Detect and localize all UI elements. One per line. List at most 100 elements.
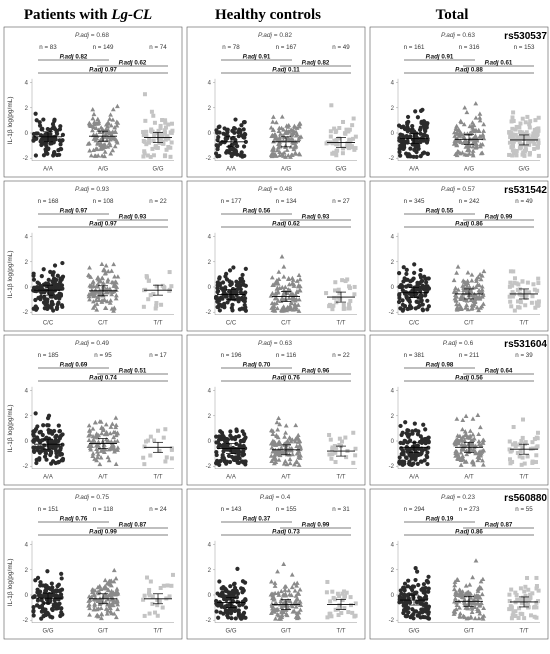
y-tick-label: 2 bbox=[391, 106, 395, 112]
data-point-C/C bbox=[227, 289, 232, 294]
data-point-G/T bbox=[475, 600, 481, 605]
data-point-C/T bbox=[460, 278, 466, 283]
data-point-A/G bbox=[454, 149, 460, 154]
data-point-G/T bbox=[465, 606, 471, 611]
data-point-T/T bbox=[349, 603, 354, 608]
data-point-A/G bbox=[296, 124, 302, 129]
data-point-A/G bbox=[98, 142, 103, 148]
data-point-A/T bbox=[476, 438, 482, 444]
data-point-G/G bbox=[146, 140, 151, 145]
data-point-G/T bbox=[481, 605, 487, 611]
data-point-T/T bbox=[341, 302, 346, 307]
data-point-C/T bbox=[294, 278, 300, 283]
data-point-A/A bbox=[31, 439, 36, 444]
panel-frame bbox=[369, 334, 549, 486]
data-point-G/G bbox=[413, 577, 418, 583]
data-point-C/T bbox=[468, 288, 474, 293]
data-point-A/G bbox=[95, 153, 101, 158]
data-point-A/G bbox=[470, 152, 476, 158]
data-point-A/A bbox=[398, 153, 403, 158]
data-point-T/T bbox=[153, 610, 158, 615]
data-point-C/C bbox=[396, 299, 402, 305]
data-point-T/T bbox=[342, 606, 347, 611]
data-point-T/T bbox=[517, 287, 522, 292]
data-point-C/T bbox=[477, 295, 483, 300]
data-point-A/A bbox=[233, 435, 238, 440]
data-point-G/G bbox=[152, 120, 157, 125]
data-point-T/T bbox=[507, 439, 512, 444]
data-point-G/G bbox=[423, 601, 429, 606]
data-point-A/A bbox=[215, 147, 220, 152]
data-point-C/T bbox=[96, 297, 102, 303]
data-point-T/T bbox=[347, 306, 352, 311]
data-point-T/T bbox=[534, 586, 539, 591]
data-point-G/G bbox=[514, 148, 519, 153]
data-point-T/T bbox=[344, 455, 349, 460]
data-point-C/T bbox=[271, 282, 277, 287]
data-point-C/C bbox=[41, 267, 46, 272]
data-point-C/T bbox=[281, 264, 287, 269]
data-point-T/T bbox=[157, 599, 162, 604]
data-point-G/G bbox=[511, 110, 516, 115]
data-point-A/A bbox=[413, 109, 418, 114]
data-point-T/T bbox=[526, 587, 531, 592]
data-point-A/G bbox=[481, 121, 487, 127]
data-point-A/G bbox=[105, 144, 111, 149]
data-point-A/G bbox=[461, 133, 467, 139]
data-point-G/G bbox=[214, 609, 219, 614]
x-tick-label: C/C bbox=[409, 321, 420, 327]
data-point-C/T bbox=[94, 301, 100, 306]
data-point-C/T bbox=[296, 282, 302, 288]
data-point-T/T bbox=[161, 583, 166, 588]
data-point-C/C bbox=[243, 266, 248, 271]
data-point-G/G bbox=[240, 579, 246, 584]
data-point-A/G bbox=[88, 153, 94, 158]
column-header-healthy: Healthy controls bbox=[215, 7, 321, 23]
data-point-A/A bbox=[37, 120, 42, 125]
data-point-G/G bbox=[334, 137, 339, 142]
data-point-C/T bbox=[296, 308, 302, 313]
data-point-A/G bbox=[110, 106, 116, 112]
data-point-G/T bbox=[106, 578, 112, 583]
pair-1-2-p-value: P.adj 0.82 bbox=[60, 54, 88, 61]
data-point-A/T bbox=[281, 461, 287, 466]
data-point-G/G bbox=[228, 584, 233, 589]
n-label: n = 22 bbox=[149, 198, 167, 205]
n-label: n = 83 bbox=[39, 44, 57, 51]
y-tick-label: 4 bbox=[25, 389, 29, 395]
data-point-T/T bbox=[525, 602, 530, 607]
data-point-G/G bbox=[520, 142, 525, 147]
data-point-T/T bbox=[529, 613, 534, 618]
data-point-T/T bbox=[162, 285, 167, 290]
data-point-A/T bbox=[88, 447, 94, 452]
pair-1-2-p-value: P.adj 0.76 bbox=[60, 516, 88, 523]
data-point-T/T bbox=[515, 287, 520, 292]
data-point-A/T bbox=[455, 452, 461, 457]
data-point-A/T bbox=[473, 443, 479, 448]
data-point-A/G bbox=[90, 116, 96, 121]
data-point-G/G bbox=[233, 588, 239, 593]
data-point-A/A bbox=[33, 111, 38, 116]
data-point-A/A bbox=[31, 131, 37, 137]
data-point-T/T bbox=[155, 597, 160, 602]
data-point-G/G bbox=[328, 134, 333, 139]
data-point-A/A bbox=[57, 429, 62, 434]
data-point-G/G bbox=[229, 608, 235, 613]
data-point-G/G bbox=[166, 122, 171, 127]
panel-rs531604-total: -2 0 2 4 P.adj = 0.6 rs531604 n = 381 n = 211 n … bbox=[369, 334, 549, 486]
data-point-C/T bbox=[453, 285, 458, 290]
data-point-G/T bbox=[457, 611, 463, 616]
data-point-T/T bbox=[534, 615, 539, 620]
data-point-A/A bbox=[413, 447, 418, 452]
n-label: n = 381 bbox=[404, 352, 425, 359]
data-point-A/A bbox=[426, 445, 431, 450]
data-point-T/T bbox=[508, 269, 513, 274]
data-point-A/T bbox=[288, 448, 294, 453]
data-point-T/T bbox=[520, 417, 525, 422]
data-point-A/A bbox=[41, 117, 46, 122]
data-point-A/T bbox=[87, 442, 92, 448]
data-point-A/A bbox=[397, 455, 402, 460]
data-point-A/A bbox=[421, 132, 427, 137]
data-point-G/G bbox=[151, 138, 156, 143]
data-point-A/T bbox=[105, 454, 111, 460]
